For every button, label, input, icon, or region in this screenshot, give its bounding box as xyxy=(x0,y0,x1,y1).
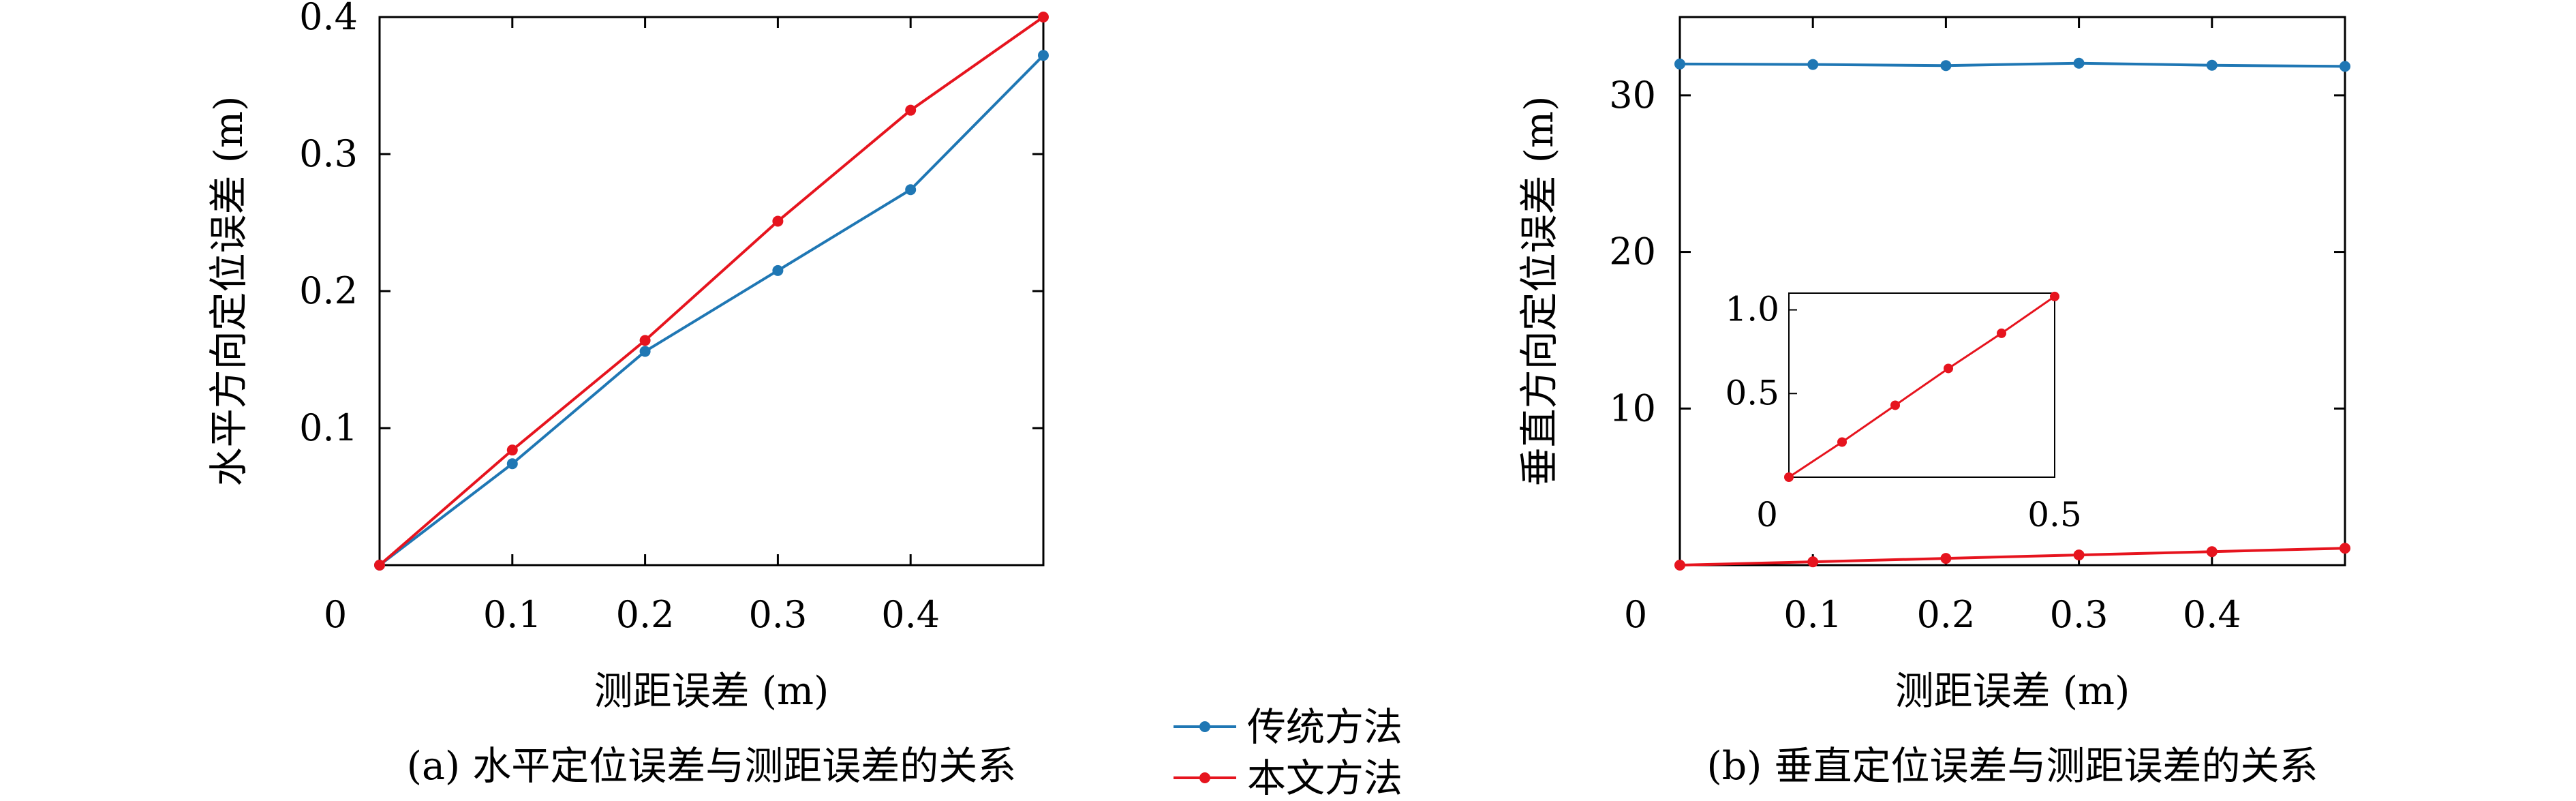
x-tick-label: 0 xyxy=(1624,593,1647,636)
series-proposed-point xyxy=(2073,549,2085,561)
inset-series-proposed-point xyxy=(1784,472,1794,482)
series-traditional-point xyxy=(2206,59,2218,71)
legend-swatch-marker xyxy=(1199,721,1210,732)
series-traditional-point xyxy=(2340,61,2350,72)
chart-caption: (b) 垂直定位误差与测距误差的关系 xyxy=(1706,744,2318,789)
x-tick-label: 0.3 xyxy=(2050,593,2109,636)
plot-frame-b xyxy=(1678,16,2346,566)
legend-label: 传统方法 xyxy=(1247,705,1402,750)
legend-label: 本文方法 xyxy=(1247,756,1402,801)
y-tick-label: 30 xyxy=(1609,74,1656,117)
y-tick-label: 0.4 xyxy=(299,0,358,38)
series-proposed-point xyxy=(2206,546,2218,558)
inset-chart: 0 0.5 0.5 1.0 xyxy=(1725,290,2081,534)
y-axis-label: 垂直方向定位误差 (m) xyxy=(1517,96,1562,487)
series-proposed-point xyxy=(374,560,385,571)
inset-series-proposed-line xyxy=(1788,295,2055,479)
series-proposed-point xyxy=(1674,560,1685,571)
inset-frame xyxy=(1788,292,2055,478)
series-traditional-point xyxy=(905,184,917,196)
inset-series-proposed-point xyxy=(1997,328,2006,338)
inset-series-proposed-point xyxy=(1837,437,1847,447)
series-proposed-point xyxy=(1807,556,1819,568)
chart-caption: (a) 水平定位误差与测距误差的关系 xyxy=(407,744,1017,789)
x-tick-label: 0.4 xyxy=(2183,593,2241,636)
x-tick-label: 0.2 xyxy=(1916,593,1975,636)
x-axis-label: 测距误差 (m) xyxy=(1895,669,2130,714)
series-traditional-point xyxy=(2073,57,2085,69)
x-tick-label: 0.4 xyxy=(881,593,940,636)
series-proposed-point xyxy=(1038,12,1049,22)
series-proposed-point xyxy=(506,444,518,456)
series-traditional-point xyxy=(506,458,518,470)
chart-a: 0 0.1 0.2 0.3 0.4 0.1 0.2 0.3 0.4 测距误差 (m) 水平方向定位误… xyxy=(206,0,1049,789)
series-traditional-line xyxy=(378,54,1045,566)
series-proposed-line xyxy=(1679,547,2346,566)
chart-b: 0 0.1 0.2 0.3 0.4 10 20 30 测距误差 (m) 垂直方向定位误差 (m) (… xyxy=(1517,16,2350,789)
series-traditional-point xyxy=(639,346,651,357)
x-tick-label: 0 xyxy=(324,593,347,636)
plot-frame-a xyxy=(378,16,1045,566)
x-tick-label: 0.3 xyxy=(748,593,807,636)
inset-series-proposed-point xyxy=(2050,291,2059,301)
series-proposed-point xyxy=(772,215,784,227)
y-tick-label: 0.2 xyxy=(299,269,358,312)
series-proposed-point xyxy=(1940,553,1952,564)
series-traditional-point xyxy=(1940,60,1952,72)
x-tick-label: 0.2 xyxy=(616,593,675,636)
series-traditional-line xyxy=(1679,61,2346,68)
series-proposed-point xyxy=(2340,543,2350,554)
inset-x-tick-label: 0 xyxy=(1756,495,1778,534)
series-proposed-point xyxy=(639,335,651,346)
y-tick-label: 10 xyxy=(1609,387,1656,429)
x-axis-label: 测距误差 (m) xyxy=(594,669,829,714)
series-proposed-point xyxy=(905,104,917,116)
legend-swatch-marker xyxy=(1199,772,1210,783)
y-tick-label: 20 xyxy=(1609,230,1656,273)
series-traditional-point xyxy=(1038,50,1049,61)
series-proposed-line xyxy=(378,16,1045,566)
y-axis-label: 水平方向定位误差 (m) xyxy=(206,96,251,487)
x-tick-label: 0.1 xyxy=(483,593,542,636)
series-traditional-point xyxy=(772,265,784,276)
series-traditional-point xyxy=(1807,59,1819,70)
x-tick-label: 0.1 xyxy=(1783,593,1842,636)
inset-y-tick-label: 0.5 xyxy=(1725,373,1779,412)
y-tick-label: 0.1 xyxy=(299,406,358,449)
inset-series-proposed-point xyxy=(1890,400,1900,410)
inset-series-proposed-point xyxy=(1944,363,1953,374)
inset-x-tick-label: 0.5 xyxy=(2027,495,2082,534)
series-traditional-point xyxy=(1674,58,1685,70)
y-tick-label: 0.3 xyxy=(299,132,358,175)
inset-y-tick-label: 1.0 xyxy=(1725,290,1779,329)
